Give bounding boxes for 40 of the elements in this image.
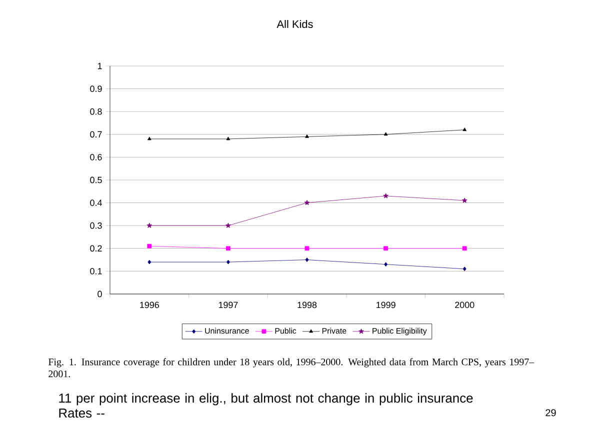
x-tick-label: 1997: [218, 302, 238, 308]
point: [383, 193, 388, 198]
point: [384, 132, 388, 136]
point: [305, 134, 309, 138]
point: [226, 136, 230, 140]
y-tick-label: 1: [98, 62, 102, 70]
point: [462, 128, 467, 132]
point: [384, 246, 388, 251]
x-tick-label: 1996: [140, 302, 159, 308]
point: [462, 246, 467, 251]
y-tick-label: 0.6: [90, 154, 102, 160]
point: [384, 262, 388, 267]
point: [147, 244, 152, 248]
x-tick-label: 2000: [455, 302, 474, 308]
text: 29: [546, 409, 556, 416]
point: [147, 136, 152, 140]
y-tick-label: 0.4: [90, 200, 102, 206]
y-tick-label: 0.7: [90, 131, 102, 138]
y-tick-label: 0.8: [90, 108, 102, 115]
point: [146, 222, 152, 228]
caption: Fig. 1. Insurance coverage for children under 18 years old, 1996–2000. Weighted data from March CPS, years 1997–2001.: [48, 358, 534, 378]
y-tick-label: 0.9: [90, 86, 102, 92]
y-tick-label: 0: [98, 290, 102, 298]
point: [305, 258, 309, 262]
x-tick-label: 1998: [298, 302, 317, 308]
point: [148, 260, 152, 264]
y-tick-label: 0.5: [90, 176, 102, 184]
point: [304, 200, 310, 206]
point: [226, 222, 231, 228]
chart-title: All Kids: [276, 20, 313, 28]
point: [226, 260, 230, 264]
y-tick-label: 0.2: [90, 245, 102, 252]
x-tick-label: 1999: [376, 302, 396, 308]
text: 11 per point increase in elig., but almost not change in public insurance Rates --: [59, 393, 473, 418]
point: [462, 198, 468, 203]
y-tick-label: 0.3: [90, 222, 102, 229]
point: [226, 246, 230, 251]
point: [462, 266, 466, 272]
point: [304, 246, 310, 251]
y-tick-label: 0.1: [90, 268, 102, 274]
